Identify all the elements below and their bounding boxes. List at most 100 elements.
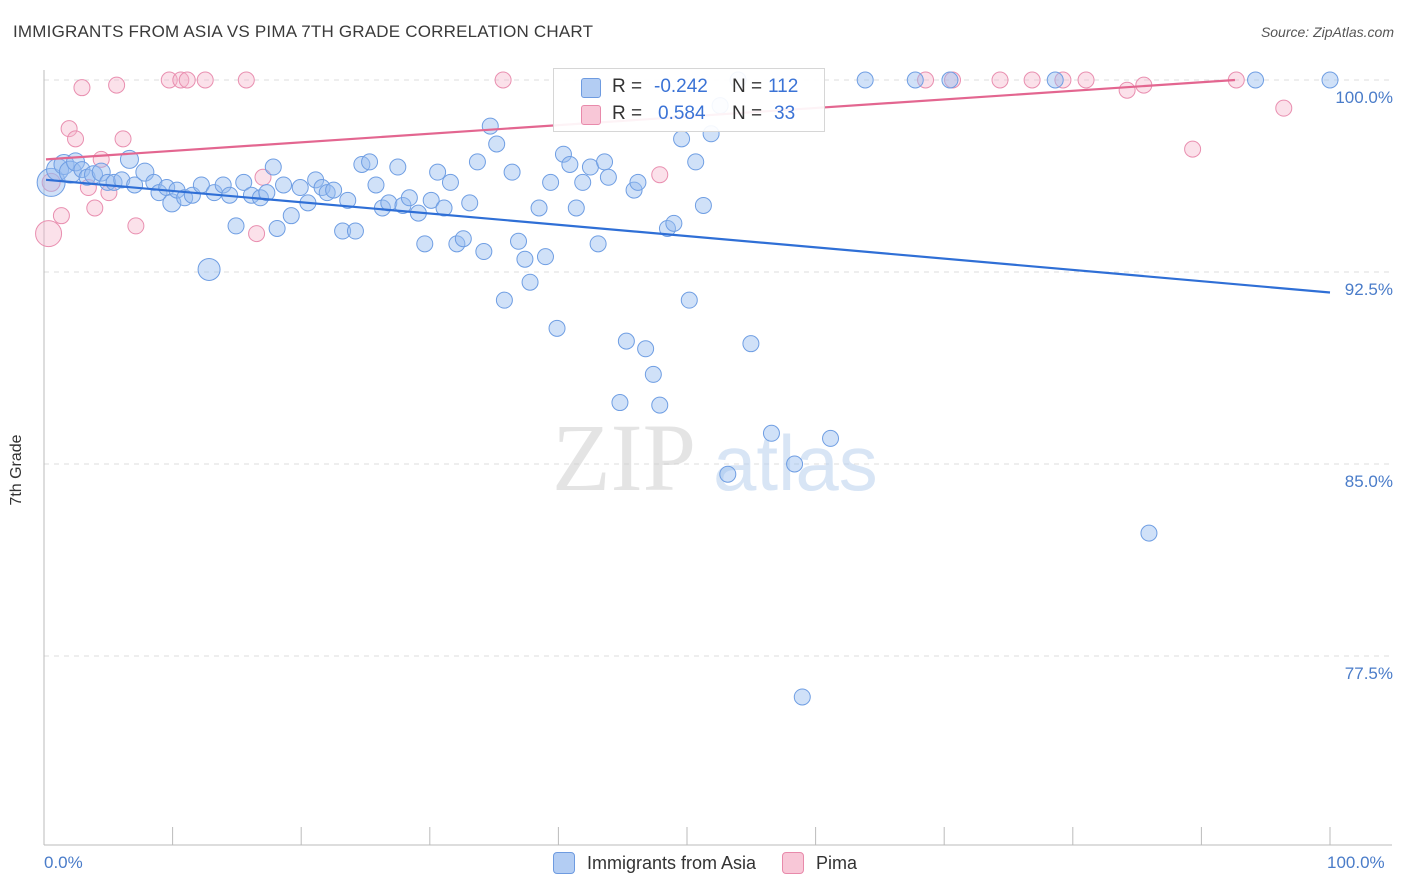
y-tick-label: 92.5% <box>1345 280 1393 299</box>
pima-point <box>237 71 255 89</box>
axes <box>43 70 1392 846</box>
asia-point <box>637 340 655 358</box>
asia-point <box>530 199 548 217</box>
pima-point <box>1118 81 1136 99</box>
asia-point <box>282 207 300 225</box>
asia-point <box>673 130 691 148</box>
asia-point <box>762 424 780 442</box>
asia-point <box>680 291 698 309</box>
asia-point <box>488 135 506 153</box>
series-pima-points <box>35 71 1293 248</box>
asia-point <box>325 181 343 199</box>
pima-point <box>178 71 196 89</box>
asia-point <box>941 71 959 89</box>
asia-point <box>665 214 683 232</box>
pima-point <box>1184 140 1202 158</box>
asia-point <box>416 235 434 253</box>
pima-point <box>991 71 1009 89</box>
asia-point <box>197 257 221 281</box>
asia-point <box>113 171 131 189</box>
pima-point <box>160 71 178 89</box>
series-asia-points <box>36 71 1339 706</box>
pima-point <box>60 120 78 138</box>
y-tick-label: 77.5% <box>1345 664 1393 683</box>
asia-point <box>334 222 352 240</box>
asia-point <box>503 163 521 181</box>
asia-point <box>567 199 585 217</box>
asia-point <box>135 162 155 182</box>
asia-point <box>258 184 276 202</box>
asia-point <box>1046 71 1064 89</box>
pima-point <box>73 79 91 97</box>
asia-point <box>856 71 874 89</box>
pima-point <box>52 207 70 225</box>
asia-point <box>389 158 407 176</box>
asia-point <box>516 250 534 268</box>
asia-point <box>510 232 528 250</box>
legend-swatch-asia <box>581 78 601 98</box>
asia-point <box>742 335 760 353</box>
asia-point <box>291 179 309 197</box>
pima-point <box>1275 99 1293 117</box>
pima-point <box>67 130 85 148</box>
asia-point <box>214 176 232 194</box>
pima-point <box>114 130 132 148</box>
pima-point <box>86 199 104 217</box>
legend-r-label: R = <box>612 103 643 124</box>
legend-r-label: R = <box>612 76 643 97</box>
asia-point <box>454 230 472 248</box>
legend-r-value: -0.242 <box>654 76 708 97</box>
asia-point <box>822 429 840 447</box>
asia-point <box>561 155 579 173</box>
pima-point <box>651 166 669 184</box>
asia-point <box>78 168 96 186</box>
asia-point <box>554 145 572 163</box>
watermark-zip: ZIP <box>552 404 696 511</box>
asia-point <box>264 158 282 176</box>
legend-swatch-asia <box>553 852 575 874</box>
asia-point <box>906 71 924 89</box>
asia-point <box>475 243 493 261</box>
legend-label-asia: Immigrants from Asia <box>587 852 757 873</box>
asia-point <box>651 396 669 414</box>
pima-point <box>248 225 266 243</box>
asia-point <box>611 394 629 412</box>
legend-swatch-pima <box>782 852 805 874</box>
asia-point <box>339 191 357 209</box>
asia-point <box>719 465 737 483</box>
pima-point <box>172 71 190 89</box>
source-label: Source: ZipAtlas.com <box>1260 24 1394 40</box>
legend-row-asia: R = -0.242 N = 112 <box>554 74 824 102</box>
asia-point <box>599 168 617 186</box>
trend-line-asia <box>45 178 1331 294</box>
zipatlas-watermark: ZIP atlas <box>552 404 878 511</box>
asia-point <box>367 176 385 194</box>
asia-point <box>625 181 643 199</box>
asia-point <box>268 219 286 237</box>
asia-point <box>574 173 592 191</box>
legend-swatch-pima <box>581 105 601 125</box>
asia-point <box>644 365 662 383</box>
pima-point <box>196 71 214 89</box>
legend-r-value: 0.584 <box>658 103 706 124</box>
legend-n-label: N = <box>732 103 763 124</box>
series-legend: Immigrants from Asia Pima <box>553 852 883 874</box>
asia-point <box>542 173 560 191</box>
correlation-legend: R = -0.242 N = 112 R = 0.584 N = 33 <box>553 68 825 132</box>
asia-point <box>786 455 804 473</box>
asia-point <box>687 153 705 171</box>
asia-point <box>461 194 479 212</box>
pima-point <box>35 220 63 248</box>
legend-item-pima[interactable]: Pima <box>782 852 857 874</box>
legend-item-asia[interactable]: Immigrants from Asia <box>553 852 756 874</box>
legend-row-pima: R = 0.584 N = 33 <box>554 101 824 129</box>
legend-n-label: N = <box>732 76 763 97</box>
y-tick-label: 100.0% <box>1335 88 1393 107</box>
asia-point <box>589 235 607 253</box>
asia-point <box>1140 524 1158 542</box>
asia-point <box>617 332 635 350</box>
pima-point <box>1077 71 1095 89</box>
asia-point <box>400 189 418 207</box>
pima-point <box>494 71 512 89</box>
asia-point <box>468 153 486 171</box>
